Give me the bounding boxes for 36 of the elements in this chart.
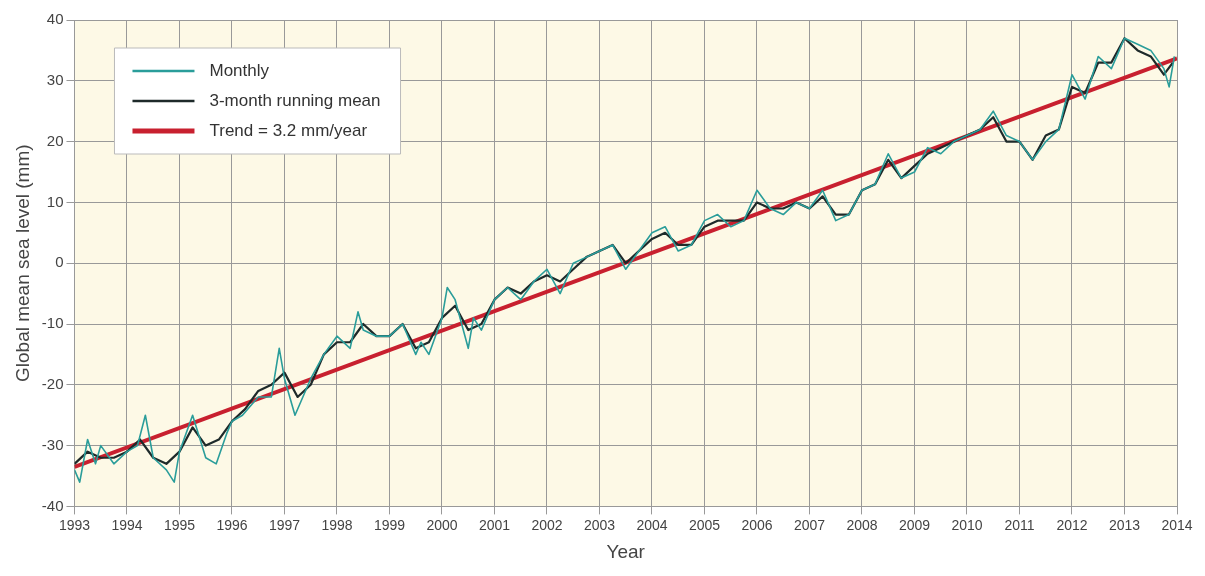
x-tick-label: 2013 — [1108, 516, 1141, 533]
y-tick-label: -10 — [41, 314, 64, 332]
y-tick-label: -40 — [41, 496, 64, 514]
x-tick-label: 2003 — [583, 516, 616, 533]
x-tick-label: 2000 — [426, 516, 458, 533]
x-tick-label: 2004 — [636, 516, 668, 533]
y-tick-label: 0 — [55, 253, 64, 271]
legend-label: Monthly — [209, 60, 270, 80]
x-tick-label: 2011 — [1004, 516, 1035, 533]
x-tick-label: 2006 — [741, 516, 773, 533]
x-tick-label: 2002 — [531, 516, 563, 533]
x-tick-label: 2001 — [478, 516, 511, 533]
x-tick-label: 1996 — [216, 516, 248, 533]
legend-label: Trend = 3.2 mm/year — [209, 120, 368, 140]
x-tick-label: 2010 — [951, 516, 983, 533]
x-tick-label: 2007 — [793, 516, 826, 533]
x-tick-label: 2005 — [688, 516, 721, 533]
x-tick-label: 1997 — [268, 516, 301, 533]
legend-label: 3-month running mean — [209, 90, 381, 110]
x-tick-label: 2008 — [846, 516, 878, 533]
x-tick-label: 1994 — [111, 516, 143, 533]
x-tick-label: 1995 — [163, 516, 196, 533]
y-tick-label: 40 — [46, 10, 64, 28]
x-tick-label: 2012 — [1056, 516, 1088, 533]
y-tick-label: -30 — [41, 435, 64, 453]
x-tick-label: 1993 — [58, 516, 91, 533]
x-axis-title: Year — [606, 540, 646, 562]
y-tick-label: 30 — [46, 70, 64, 88]
x-tick-label: 2014 — [1161, 516, 1193, 533]
y-axis-title: Global mean sea level (mm) — [11, 144, 33, 382]
x-tick-label: 1999 — [373, 516, 406, 533]
y-tick-label: -20 — [41, 374, 64, 392]
x-tick-label: 1998 — [321, 516, 353, 533]
y-tick-label: 10 — [46, 192, 64, 210]
y-tick-label: 20 — [46, 131, 64, 149]
x-tick-label: 2009 — [898, 516, 931, 533]
